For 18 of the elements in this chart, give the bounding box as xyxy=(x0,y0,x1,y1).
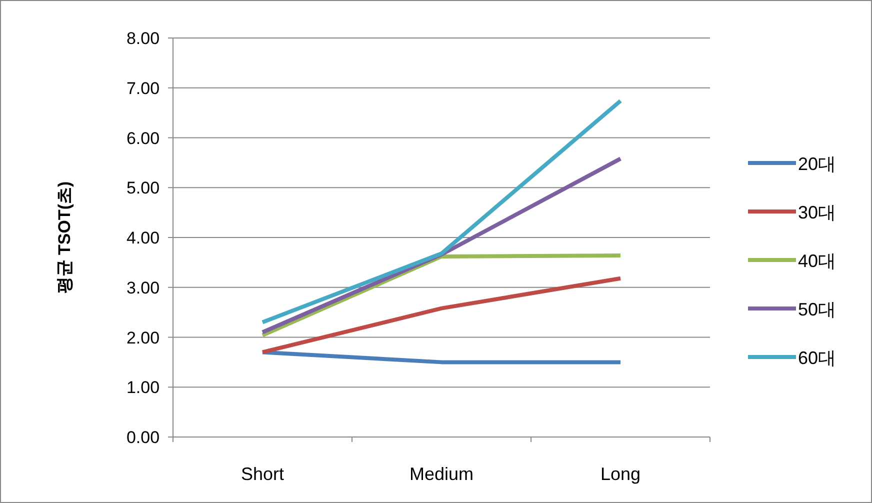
legend-label: 30대 xyxy=(798,202,836,222)
x-tick-label: Long xyxy=(600,464,641,484)
legend-label: 20대 xyxy=(798,154,836,174)
y-tick-label: 1.00 xyxy=(126,378,160,398)
y-tick-label: 2.00 xyxy=(126,328,160,348)
legend-label: 50대 xyxy=(798,300,836,320)
legend-label: 60대 xyxy=(798,348,836,368)
y-tick-label: 4.00 xyxy=(126,228,160,248)
y-tick-label: 8.00 xyxy=(126,29,160,48)
x-tick-label: Medium xyxy=(409,464,474,484)
y-tick-label: 6.00 xyxy=(126,128,160,148)
x-tick-label: Short xyxy=(240,464,284,484)
y-tick-label: 0.00 xyxy=(126,428,160,447)
y-tick-label: 7.00 xyxy=(126,78,160,98)
y-axis-title: 평균 TSOT(초) xyxy=(55,181,74,294)
y-tick-label: 3.00 xyxy=(126,278,160,298)
legend-label: 40대 xyxy=(798,251,836,271)
y-tick-label: 5.00 xyxy=(126,178,160,198)
